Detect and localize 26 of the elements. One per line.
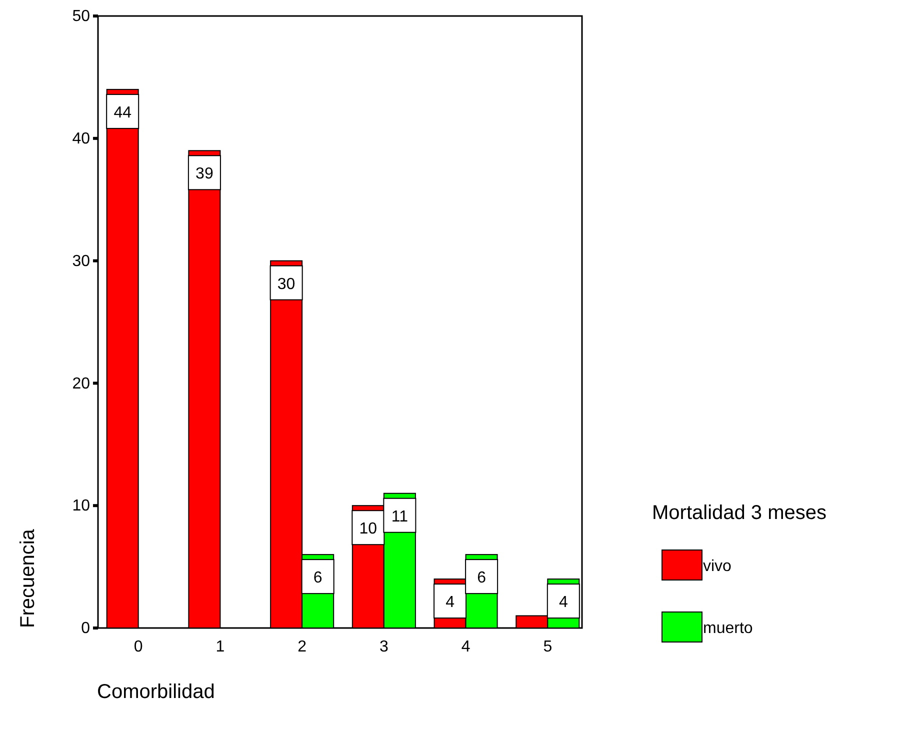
- x-tick-label: 5: [543, 638, 552, 656]
- y-tick-label: 0: [81, 620, 90, 638]
- y-tick-label: 50: [72, 8, 90, 26]
- y-tick-label: 20: [72, 375, 90, 392]
- x-tick-label: 1: [216, 638, 225, 656]
- data-label: 11: [391, 508, 408, 526]
- x-tick-label: 0: [134, 638, 143, 656]
- data-label: 6: [313, 570, 322, 587]
- x-tick-label: 4: [461, 638, 470, 656]
- legend-label: muerto: [703, 620, 753, 637]
- y-tick-label: 30: [72, 252, 90, 270]
- data-label: 4: [446, 594, 455, 612]
- y-tick-label: 10: [72, 498, 90, 515]
- x-tick-label: 2: [298, 638, 307, 656]
- y-tick-label: 40: [72, 130, 90, 148]
- data-label: 10: [359, 520, 378, 538]
- x-axis-title: Comorbilidad: [97, 681, 215, 703]
- legend-label: vivo: [703, 558, 732, 575]
- data-label: 4: [558, 594, 568, 612]
- legend-title: Mortalidad 3 meses: [652, 502, 827, 524]
- y-axis-title: Frecuencia: [17, 528, 39, 628]
- data-label: 44: [114, 104, 132, 122]
- data-label: 30: [277, 276, 296, 293]
- data-label: 6: [477, 570, 486, 587]
- data-label: 39: [196, 166, 214, 183]
- x-tick-label: 3: [379, 638, 388, 656]
